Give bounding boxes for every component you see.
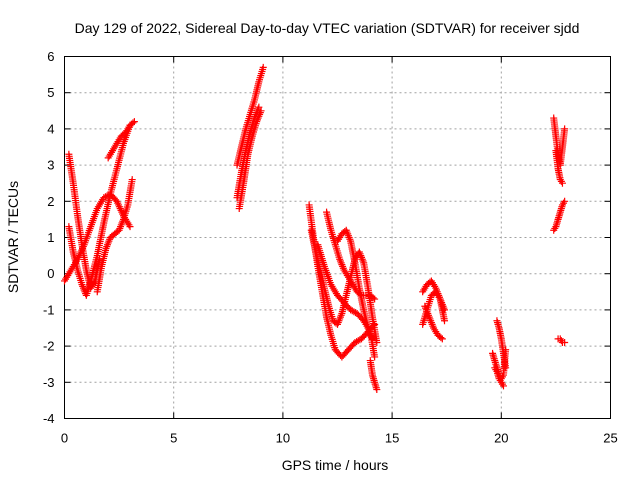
data-point (441, 317, 449, 325)
y-tick-label: 1 (47, 230, 54, 245)
y-tick-label: 4 (47, 121, 54, 136)
data-point (257, 107, 265, 115)
data-point (557, 177, 565, 185)
data-point (558, 179, 566, 187)
data-point (502, 346, 510, 354)
data-point (438, 335, 446, 343)
data-marks (61, 63, 569, 394)
x-tick-label: 10 (276, 431, 290, 446)
axis-ticks: 0 5 10 15 20 25 -4 -3 -2 -1 0 1 2 3 4 5 6 (43, 49, 618, 446)
x-tick-label: 15 (385, 431, 399, 446)
y-axis-label: SDTVAR / TECUs (5, 181, 21, 293)
y-tick-label: -1 (43, 302, 55, 317)
data-point (95, 255, 103, 263)
data-point (561, 125, 569, 133)
data-point (371, 353, 379, 361)
y-tick-label: 0 (47, 266, 54, 281)
x-axis-label: GPS time / hours (282, 457, 389, 473)
x-tick-label: 25 (603, 431, 617, 446)
data-point (259, 63, 267, 71)
data-point (437, 334, 445, 342)
data-point (350, 308, 358, 316)
data-point (128, 176, 136, 184)
data-point (129, 119, 137, 127)
y-tick-label: 5 (47, 85, 54, 100)
data-point (255, 103, 263, 111)
data-point (373, 386, 381, 394)
y-tick-label: 3 (47, 158, 54, 173)
data-point (368, 335, 376, 343)
grid (64, 56, 611, 419)
x-tick-label: 0 (61, 431, 68, 446)
y-tick-label: -4 (43, 411, 55, 426)
y-tick-label: -2 (43, 339, 55, 354)
x-tick-label: 5 (170, 431, 177, 446)
data-point (499, 382, 507, 390)
data-point (371, 295, 379, 303)
data-point (561, 197, 569, 205)
y-tick-label: 2 (47, 194, 54, 209)
data-point (369, 294, 377, 302)
data-point (354, 337, 362, 345)
chart-title: Day 129 of 2022, Sidereal Day-to-day VTE… (75, 20, 580, 36)
data-point (126, 223, 134, 231)
data-point (557, 337, 565, 345)
y-tick-label: 6 (47, 49, 54, 64)
x-tick-label: 20 (494, 431, 508, 446)
data-point (561, 338, 569, 346)
data-point (130, 118, 138, 126)
y-tick-label: -3 (43, 375, 55, 390)
